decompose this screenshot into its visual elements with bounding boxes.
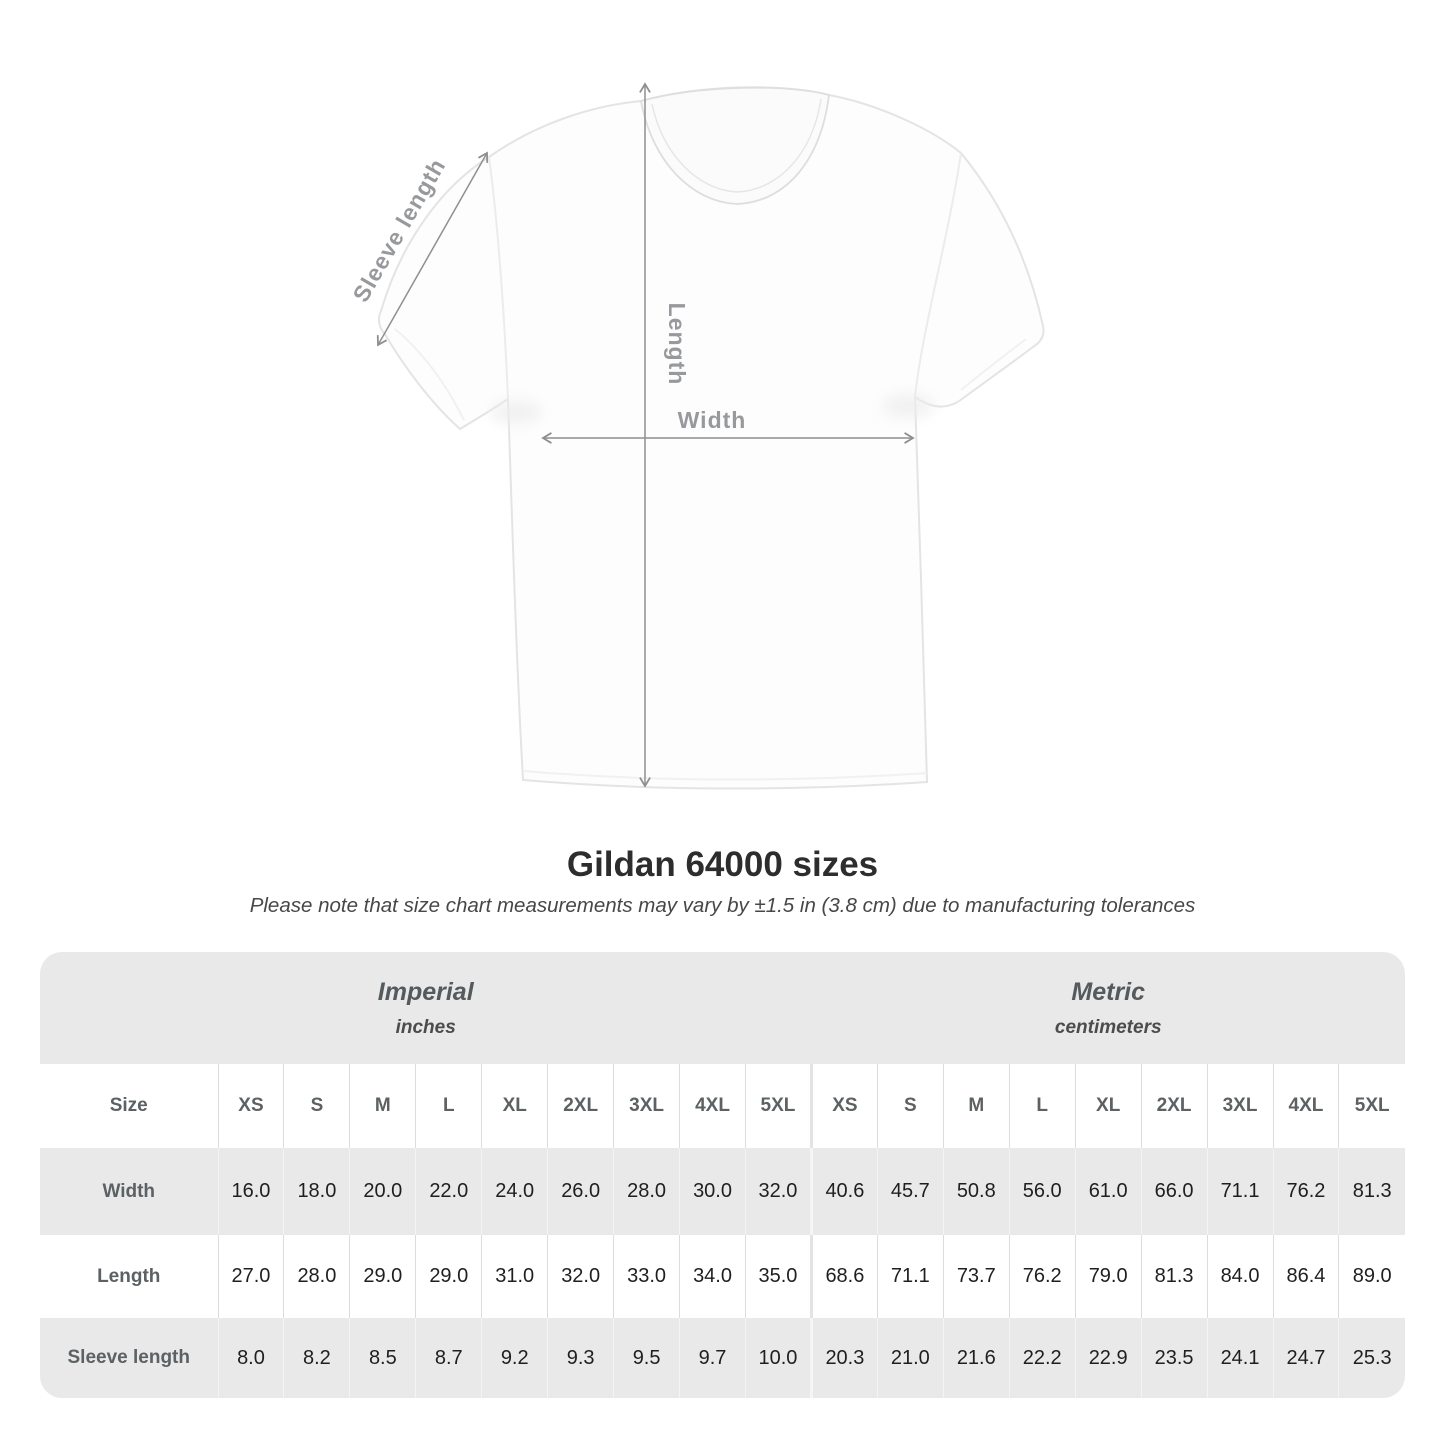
value-cell: 8.2 — [283, 1318, 350, 1398]
length-label: Length — [664, 303, 690, 386]
value-cell: 8.7 — [415, 1318, 482, 1398]
value-cell: 20.0 — [349, 1148, 416, 1235]
value-cell: 26.0 — [547, 1148, 614, 1235]
value-cell: 33.0 — [613, 1235, 680, 1318]
value-cell: 9.5 — [613, 1318, 680, 1398]
value-cell: 25.3 — [1338, 1318, 1405, 1398]
value-cell: 89.0 — [1338, 1235, 1405, 1318]
tolerance-note: Please note that size chart measurements… — [249, 894, 1196, 917]
value-cell: 61.0 — [1074, 1148, 1142, 1235]
size-column-header: Size — [40, 1064, 218, 1148]
size-table-card: Imperial inches Metric centimeters Size … — [40, 952, 1405, 1398]
metric-section-header: Metric centimeters — [811, 952, 1405, 1064]
value-cell: 29.0 — [349, 1235, 416, 1318]
row-label: Length — [40, 1235, 218, 1318]
value-cell: 76.2 — [1272, 1148, 1339, 1235]
value-cell: 56.0 — [1008, 1148, 1076, 1235]
value-cell: 71.1 — [1206, 1148, 1273, 1235]
value-cell: 8.5 — [349, 1318, 416, 1398]
value-cell: 9.2 — [481, 1318, 548, 1398]
value-cell: 8.0 — [217, 1318, 284, 1398]
size-header-imperial-3xl: 3XL — [613, 1064, 680, 1148]
sleeve-length-arrow — [376, 151, 489, 347]
value-cell: 31.0 — [481, 1235, 548, 1318]
value-cell: 24.1 — [1206, 1318, 1273, 1398]
size-header-imperial-m: M — [349, 1064, 416, 1148]
size-header-metric-3xl: 3XL — [1206, 1064, 1273, 1148]
measurement-arrows — [376, 82, 915, 788]
centimeters-label: centimeters — [1054, 1016, 1162, 1038]
value-cell: 21.6 — [942, 1318, 1010, 1398]
value-cell: 18.0 — [283, 1148, 350, 1235]
units-header-row: Imperial inches Metric centimeters — [40, 952, 1405, 1064]
size-header-metric-5xl: 5XL — [1338, 1064, 1405, 1148]
value-cell: 79.0 — [1074, 1235, 1142, 1318]
inches-label: inches — [395, 1016, 456, 1038]
size-table: Imperial inches Metric centimeters Size … — [40, 952, 1405, 1398]
size-header-metric-m: M — [942, 1064, 1010, 1148]
metric-label: Metric — [1071, 977, 1146, 1006]
value-cell: 22.0 — [415, 1148, 482, 1235]
page-title: Gildan 64000 sizes — [566, 845, 879, 884]
value-cell: 81.3 — [1140, 1235, 1208, 1318]
value-cell: 32.0 — [547, 1235, 614, 1318]
value-cell: 50.8 — [942, 1148, 1010, 1235]
value-cell: 16.0 — [217, 1148, 284, 1235]
value-cell: 35.0 — [745, 1235, 812, 1318]
value-cell: 76.2 — [1008, 1235, 1076, 1318]
table-row: Length 27.0 28.0 29.0 29.0 31.0 32.0 33.0 34.0 35… — [40, 1235, 1405, 1318]
table-row: Width 16.0 18.0 20.0 22.0 24.0 26.0 28.0 30.0 32.… — [40, 1148, 1405, 1235]
row-label: Width — [40, 1148, 218, 1235]
table-row: Sleeve length 8.0 8.2 8.5 8.7 9.2 9.3 9.5 9.7 10.… — [40, 1318, 1405, 1398]
value-cell: 22.9 — [1074, 1318, 1142, 1398]
value-cell: 40.6 — [809, 1148, 878, 1235]
row-label: Sleeve length — [40, 1318, 218, 1398]
value-cell: 32.0 — [745, 1148, 812, 1235]
imperial-section-header: Imperial inches — [40, 952, 812, 1064]
size-header-imperial-xl: XL — [481, 1064, 548, 1148]
value-cell: 9.3 — [547, 1318, 614, 1398]
value-cell: 9.7 — [679, 1318, 746, 1398]
tshirt-diagram: Sleeve length Length Width — [347, 82, 1045, 790]
value-cell: 28.0 — [613, 1148, 680, 1235]
size-header-imperial-l: L — [415, 1064, 482, 1148]
value-cell: 81.3 — [1338, 1148, 1405, 1235]
size-header-metric-l: L — [1008, 1064, 1076, 1148]
value-cell: 21.0 — [876, 1318, 944, 1398]
value-cell: 24.0 — [481, 1148, 548, 1235]
value-cell: 68.6 — [809, 1235, 878, 1318]
value-cell: 34.0 — [679, 1235, 746, 1318]
size-header-imperial-5xl: 5XL — [745, 1064, 812, 1148]
value-cell: 22.2 — [1008, 1318, 1076, 1398]
width-label: Width — [678, 407, 747, 433]
value-cell: 45.7 — [876, 1148, 944, 1235]
value-cell: 71.1 — [876, 1235, 944, 1318]
size-header-imperial-xs: XS — [217, 1064, 284, 1148]
size-header-row: Size XS S M L XL 2XL 3XL 4XL 5XL XS S M L XL 2XL 3XL 4XL… — [40, 1064, 1405, 1148]
size-header-metric-xs: XS — [809, 1064, 878, 1148]
value-cell: 66.0 — [1140, 1148, 1208, 1235]
value-cell: 23.5 — [1140, 1318, 1208, 1398]
size-header-metric-s: S — [876, 1064, 944, 1148]
value-cell: 86.4 — [1272, 1235, 1339, 1318]
size-header-imperial-2xl: 2XL — [547, 1064, 614, 1148]
value-cell: 10.0 — [745, 1318, 812, 1398]
value-cell: 30.0 — [679, 1148, 746, 1235]
value-cell: 29.0 — [415, 1235, 482, 1318]
imperial-label: Imperial — [377, 977, 474, 1006]
value-cell: 24.7 — [1272, 1318, 1339, 1398]
size-header-metric-xl: XL — [1074, 1064, 1142, 1148]
value-cell: 28.0 — [283, 1235, 350, 1318]
value-cell: 20.3 — [809, 1318, 878, 1398]
size-header-imperial-4xl: 4XL — [679, 1064, 746, 1148]
size-header-imperial-s: S — [283, 1064, 350, 1148]
size-header-metric-2xl: 2XL — [1140, 1064, 1208, 1148]
value-cell: 84.0 — [1206, 1235, 1273, 1318]
size-header-metric-4xl: 4XL — [1272, 1064, 1339, 1148]
value-cell: 27.0 — [217, 1235, 284, 1318]
value-cell: 73.7 — [942, 1235, 1010, 1318]
